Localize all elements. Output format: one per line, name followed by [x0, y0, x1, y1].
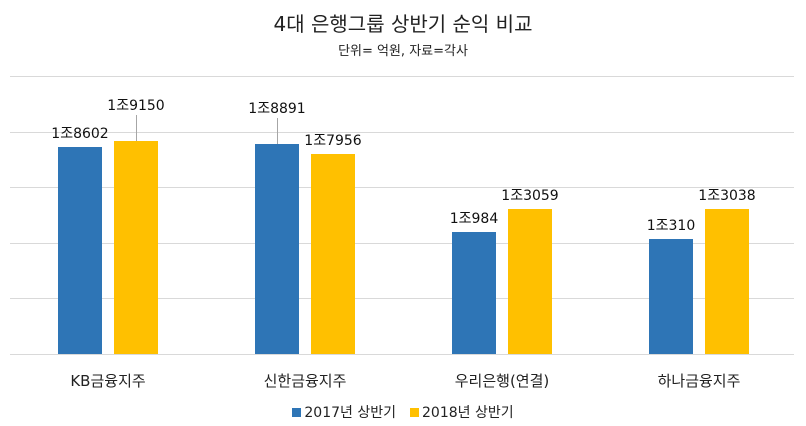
leader-line: [277, 117, 278, 144]
legend-item-2018[interactable]: 2018년 상반기: [410, 402, 514, 422]
gridline: [10, 243, 794, 244]
gridline: [10, 132, 794, 133]
chart-title: 4대 은행그룹 상반기 순익 비교: [273, 12, 533, 36]
data-label: 1조310: [646, 218, 696, 235]
data-label: 1조3038: [698, 188, 756, 205]
bar-2017[interactable]: [255, 143, 299, 354]
bar-2018[interactable]: [311, 154, 355, 354]
category-label: 신한금융지주: [263, 372, 347, 390]
x-axis-line: [10, 354, 794, 355]
data-label: 1조7956: [304, 133, 362, 150]
plot-area: 1조8602 1조9150 KB금융지주 1조8891 1조7956 신한금융지주 1조98…: [10, 0, 794, 426]
legend-swatch-2017: [292, 407, 302, 417]
gridline: [10, 298, 794, 299]
category-label: 우리은행(연결): [454, 372, 550, 390]
bar-2017[interactable]: [58, 147, 102, 354]
data-label: 1조9150: [107, 98, 165, 115]
bar-2018[interactable]: [114, 141, 158, 354]
legend-swatch-2018: [410, 407, 419, 417]
data-label: 1조984: [449, 210, 499, 227]
bar-2018[interactable]: [508, 208, 552, 354]
chart-subtitle: 단위= 억원, 자료=각사: [338, 44, 468, 59]
category-label: 하나금융지주: [657, 372, 741, 390]
data-label: 1조3059: [501, 187, 559, 204]
legend-item-2017[interactable]: 2017년 상반기: [292, 402, 396, 422]
bar-2018[interactable]: [705, 209, 749, 354]
bar-2017[interactable]: [452, 231, 496, 354]
leader-line: [136, 115, 137, 142]
data-label: 1조8891: [248, 100, 306, 117]
gridline: [10, 187, 794, 188]
gridline: [10, 76, 794, 77]
bar-2017[interactable]: [649, 239, 693, 354]
data-label: 1조8602: [51, 126, 109, 143]
legend: 2017년 상반기 2018년 상반기: [0, 402, 806, 422]
legend-label-2017: 2017년 상반기: [304, 405, 396, 421]
category-label: KB금융지주: [70, 372, 146, 390]
legend-label-2018: 2018년 상반기: [422, 405, 514, 421]
